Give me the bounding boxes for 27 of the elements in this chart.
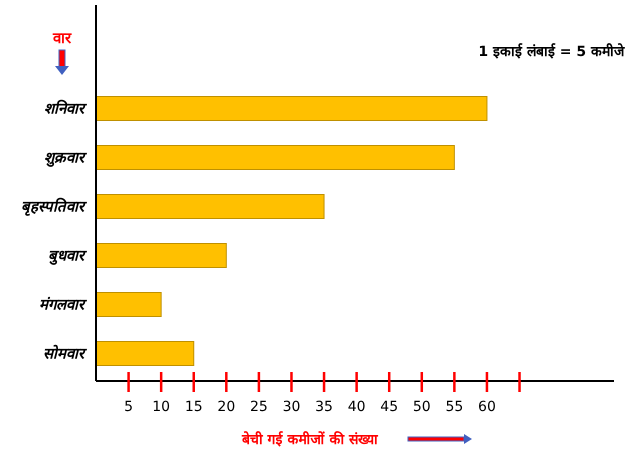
- x-tick-label: 10: [152, 399, 170, 415]
- y-tick-label: सोमवार: [43, 344, 88, 362]
- bar: [96, 243, 227, 268]
- x-tick-label: 30: [282, 399, 300, 415]
- y-tick-label: बृहस्पतिवार: [21, 198, 88, 216]
- x-tick-label: 25: [250, 399, 268, 415]
- bar: [96, 96, 488, 121]
- y-axis-title: वार: [52, 29, 72, 47]
- bar: [96, 341, 194, 366]
- y-tick-label: शनिवार: [44, 100, 88, 118]
- bar: [96, 292, 162, 317]
- x-tick-label: 20: [217, 399, 236, 415]
- x-tick-label: 55: [445, 399, 464, 415]
- x-tick-label: 50: [412, 399, 431, 415]
- x-tick-label: 35: [315, 399, 333, 415]
- bar: [96, 194, 325, 219]
- bar: [96, 145, 455, 170]
- y-tick-label: शुक्रवार: [44, 148, 88, 168]
- y-tick-label: मंगलवार: [39, 296, 88, 314]
- x-tick-label: 15: [184, 399, 203, 415]
- x-axis-title: बेची गई कमीजों की संख्या: [240, 431, 380, 448]
- text: 1 इकाई लंबाई = 5 कमीजे: [478, 43, 625, 60]
- x-tick-label: 40: [348, 399, 366, 415]
- y-tick-label: बुधवार: [48, 246, 88, 266]
- x-tick-label: 60: [478, 399, 496, 415]
- x-tick-label: 45: [380, 399, 398, 415]
- x-tick-label: 5: [124, 399, 134, 415]
